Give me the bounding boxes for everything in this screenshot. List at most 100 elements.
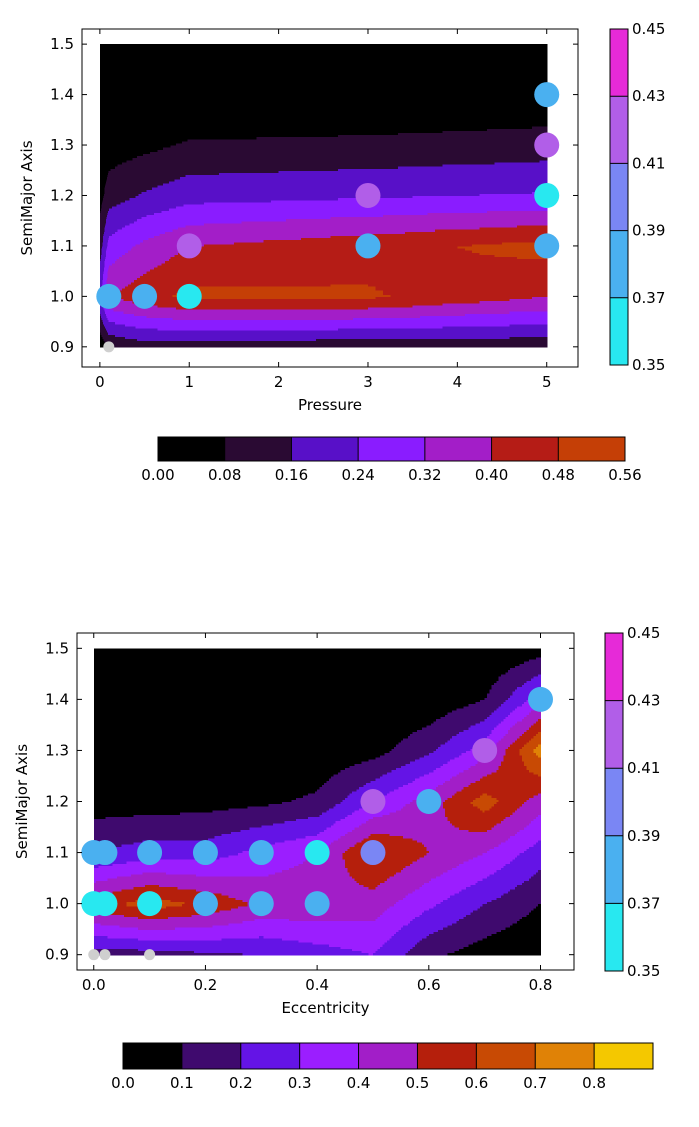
contour-cell bbox=[157, 321, 161, 325]
contour-cell bbox=[129, 308, 132, 312]
contour-cell bbox=[263, 304, 272, 308]
contour-cell bbox=[187, 334, 190, 337]
contour-cell bbox=[174, 323, 177, 327]
contour-cell bbox=[185, 325, 188, 329]
contour-cell bbox=[125, 338, 128, 342]
contour-cell bbox=[152, 334, 155, 337]
contour-cell bbox=[181, 344, 185, 348]
contour-cell bbox=[256, 296, 265, 300]
contour-cell bbox=[176, 325, 179, 329]
contour-cell bbox=[126, 319, 129, 323]
contour-cell bbox=[159, 338, 162, 342]
contour-cell bbox=[159, 296, 162, 300]
contour-cell bbox=[116, 306, 119, 310]
contour-cell bbox=[128, 317, 131, 321]
contour-cell bbox=[137, 319, 140, 323]
contour-cell bbox=[150, 330, 153, 333]
contour-cell bbox=[271, 336, 280, 340]
contour-cell bbox=[117, 338, 120, 342]
contour-cell bbox=[159, 308, 162, 312]
contour-cell bbox=[153, 325, 157, 329]
contour-cell bbox=[111, 321, 114, 325]
contour-cell bbox=[278, 315, 287, 318]
contour-cell bbox=[132, 304, 135, 308]
contour-cell bbox=[113, 319, 116, 323]
contour-cell bbox=[135, 317, 138, 321]
contour-cell bbox=[119, 325, 122, 329]
contour-cell bbox=[211, 308, 220, 312]
contour-cell bbox=[271, 332, 280, 335]
contour-cell bbox=[159, 319, 162, 323]
contour-cell bbox=[144, 330, 148, 333]
contour-cell bbox=[241, 323, 250, 327]
contour-cell bbox=[189, 332, 198, 335]
contour-cell bbox=[293, 338, 302, 342]
contour-cell bbox=[300, 313, 310, 316]
contour-cell bbox=[168, 296, 172, 300]
contour-cell bbox=[185, 330, 188, 333]
contour-cell bbox=[172, 306, 175, 310]
contour-cell bbox=[166, 338, 170, 342]
contour-cell bbox=[179, 336, 183, 340]
contour-cell bbox=[163, 315, 166, 318]
contour-cell bbox=[122, 302, 125, 306]
contour-cell bbox=[278, 336, 287, 340]
contour-cell bbox=[123, 336, 126, 340]
contour-cell bbox=[179, 327, 183, 331]
contour-cell bbox=[178, 323, 181, 327]
contour-cell bbox=[116, 342, 119, 346]
contour-cell bbox=[163, 325, 166, 329]
contour-cell bbox=[308, 304, 317, 308]
contour-cell bbox=[125, 302, 128, 306]
contour-cell bbox=[108, 317, 111, 321]
contour-cell bbox=[126, 308, 129, 312]
contour-cell bbox=[226, 308, 235, 312]
contour-cell bbox=[138, 315, 141, 318]
contour-cell bbox=[144, 319, 148, 323]
contour-cell bbox=[134, 336, 137, 340]
contour-cell bbox=[120, 344, 123, 348]
contour-cell bbox=[168, 308, 172, 312]
contour-cell bbox=[126, 313, 129, 316]
contour-cell bbox=[168, 304, 172, 308]
contour-cell bbox=[108, 313, 111, 316]
contour-cell bbox=[123, 327, 126, 331]
contour-cell bbox=[120, 327, 123, 331]
contour-cell bbox=[140, 332, 143, 335]
contour-cell bbox=[129, 334, 132, 337]
contour-cell bbox=[125, 311, 128, 314]
contour-cell bbox=[132, 342, 135, 346]
contour-cell bbox=[278, 302, 287, 306]
contour-cell bbox=[157, 296, 161, 300]
contour-cell bbox=[161, 300, 164, 304]
contour-cell bbox=[187, 332, 190, 335]
contour-cell bbox=[248, 336, 257, 340]
contour-cell bbox=[278, 298, 287, 302]
contour-cell bbox=[114, 332, 117, 335]
contour-cell bbox=[181, 338, 185, 342]
contour-cell bbox=[150, 332, 153, 335]
contour-cell bbox=[161, 323, 164, 327]
contour-cell bbox=[300, 315, 310, 318]
contour-cell bbox=[179, 323, 183, 327]
contour-cell bbox=[293, 323, 302, 327]
contour-cell bbox=[128, 338, 131, 342]
contour-cell bbox=[153, 344, 157, 348]
contour-cell bbox=[226, 336, 235, 340]
contour-cell bbox=[263, 342, 272, 346]
contour-cell bbox=[286, 311, 295, 314]
contour-cell bbox=[286, 304, 295, 308]
contour-cell bbox=[119, 321, 122, 325]
contour-cell bbox=[286, 302, 295, 306]
contour-cell bbox=[178, 313, 181, 316]
contour-cell bbox=[174, 298, 177, 302]
contour-cell bbox=[168, 300, 172, 304]
contour-cell bbox=[143, 332, 146, 335]
contour-cell bbox=[178, 317, 181, 321]
contour-cell bbox=[271, 323, 280, 327]
contour-cell bbox=[159, 325, 162, 329]
contour-cell bbox=[219, 306, 228, 310]
contour-cell bbox=[110, 336, 113, 340]
contour-cell bbox=[123, 332, 126, 335]
contour-cell bbox=[110, 330, 113, 333]
